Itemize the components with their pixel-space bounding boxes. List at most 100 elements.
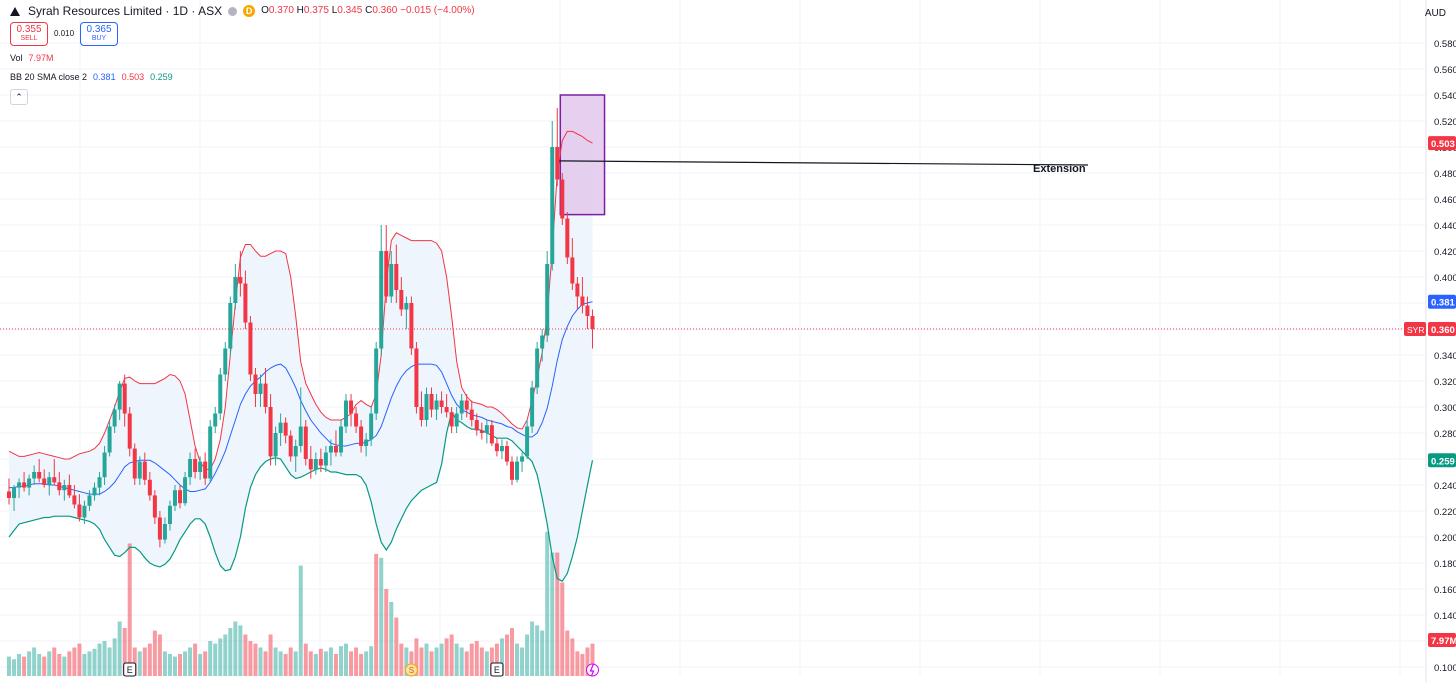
sell-button[interactable]: 0.355 SELL (10, 22, 48, 46)
band-fill-area (9, 131, 593, 582)
candle-body (263, 383, 268, 407)
volume-bar (354, 647, 359, 676)
volume-bar (464, 651, 469, 676)
candle-body (444, 407, 449, 413)
currency-label[interactable]: AUD (1424, 8, 1446, 19)
volume-bar (233, 621, 238, 676)
candle-body (429, 394, 434, 410)
candle-body (464, 400, 469, 410)
symbol-row: Syrah Resources Limited · 1D · ASX D O0.… (10, 4, 475, 18)
candle-body (404, 303, 409, 310)
axis-tick-label: 0.560 (1434, 65, 1456, 76)
lower-band-line (8, 410, 594, 582)
candle-body (193, 459, 198, 472)
candlesticks[interactable] (7, 108, 595, 548)
volume-bar (167, 654, 172, 676)
candle-body (17, 482, 22, 488)
volume-bar (203, 651, 208, 676)
volume-bar (429, 651, 434, 676)
candle-body (117, 383, 122, 410)
candle-body (349, 400, 354, 414)
volume-bar (293, 651, 298, 676)
candle-body (484, 425, 489, 433)
market-status-icon[interactable] (228, 6, 238, 16)
volume-bar (414, 638, 419, 676)
volume-bar (127, 543, 132, 676)
lightning-bolt (589, 663, 595, 677)
price-axis[interactable]: 0.5800.5600.5400.5200.5000.4800.4600.440… (1404, 0, 1456, 682)
axis-tick-label: 0.220 (1434, 507, 1456, 518)
candle-body (333, 446, 338, 453)
volume-bar (394, 617, 399, 676)
volume-bar (313, 654, 318, 676)
symbol-title[interactable]: Syrah Resources Limited · 1D · ASX (28, 4, 223, 18)
delayed-data-badge[interactable]: D (243, 5, 256, 17)
candle-body (434, 400, 439, 410)
volume-bar (198, 654, 203, 676)
candle-body (394, 264, 399, 290)
candle-body (278, 422, 283, 433)
volume-bar (333, 654, 338, 676)
volume-bar (590, 643, 595, 676)
volume-bar (459, 647, 464, 676)
volume-label: Vol (10, 53, 23, 63)
bollinger-legend[interactable]: BB 20 SMA close 2 0.381 0.503 0.259 (10, 70, 475, 84)
volume-bar (494, 643, 499, 676)
candle-body (389, 264, 394, 297)
extension-label: Extension (1033, 163, 1086, 175)
volume-bar (107, 647, 112, 676)
volume-tag-bg (1428, 633, 1456, 647)
volume-legend[interactable]: Vol 7.97M (10, 51, 475, 65)
highlight-rect (559, 94, 606, 216)
volume-bar (137, 651, 142, 676)
bollinger-upper-value: 0.503 (121, 72, 145, 82)
candle-body (590, 316, 595, 329)
volume-bar (188, 647, 193, 676)
volume-bar (72, 647, 77, 676)
high-label: H (296, 5, 304, 16)
dividend-marker (404, 663, 418, 677)
axis-tick-label: 0.320 (1434, 377, 1456, 388)
candle-body (489, 425, 494, 444)
volume-bar (303, 643, 308, 676)
trade-buttons: 0.355 SELL 0.010 0.365 BUY (10, 22, 475, 46)
candle-body (565, 218, 570, 258)
candle-body (454, 413, 459, 427)
volume-bar (520, 647, 525, 676)
axis-tick-label: 0.100 (1434, 663, 1456, 674)
candle-body (132, 448, 137, 479)
volume-bar (379, 557, 384, 676)
candle-body (308, 459, 313, 470)
candle-body (288, 435, 293, 457)
candle-body (293, 446, 298, 457)
volume-bar (12, 659, 17, 676)
candle-body (233, 277, 238, 303)
volume-bar (52, 647, 57, 676)
volume-bar (323, 651, 328, 676)
extension-annotation[interactable]: Extension (559, 160, 1089, 175)
earnings-marker-label: E (494, 665, 500, 675)
candle-body (268, 407, 273, 457)
candle-body (545, 264, 550, 336)
volume-bar (550, 552, 555, 676)
candle-body (469, 409, 474, 420)
volume-bar (469, 643, 474, 676)
candle-body (198, 461, 203, 472)
candle-body (167, 505, 172, 524)
candle-body (248, 322, 253, 375)
volume-bar (369, 646, 374, 676)
buy-button[interactable]: 0.365 BUY (80, 22, 119, 46)
sell-label: SELL (20, 35, 38, 42)
candle-body (218, 374, 223, 414)
volume-bar (424, 643, 429, 676)
volume-bar (474, 641, 479, 676)
volume-bar (82, 654, 87, 676)
event-markers[interactable]: E ES (123, 662, 599, 677)
volume-bar (183, 651, 188, 676)
chevron-up-icon[interactable]: ⌃ (10, 89, 28, 105)
candle-body (419, 407, 424, 420)
extension-highlight-box[interactable] (559, 94, 606, 216)
candle-body (354, 413, 359, 427)
close-value: 0.360 (372, 5, 398, 16)
